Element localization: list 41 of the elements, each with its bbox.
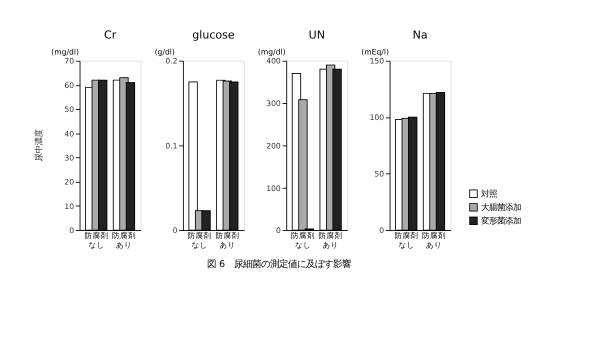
x-tick-label: 防腐剤なし xyxy=(290,231,315,250)
y-tick-label: 0.2 xyxy=(165,56,178,66)
y-axis-title: (mg/dl) xyxy=(51,47,79,56)
chart-title: glucose xyxy=(192,28,235,42)
y-tick-label: 100 xyxy=(370,113,384,122)
y-tick-label: 200 xyxy=(266,141,281,150)
y-tick-label: 0 xyxy=(172,226,178,236)
y-tick-label: 100 xyxy=(266,184,281,193)
y-tick-label: 300 xyxy=(266,99,281,108)
legend-label: 対照 xyxy=(481,188,498,198)
y-tick-label: 40 xyxy=(64,129,74,138)
x-tick-label: 防腐剤あり xyxy=(215,231,240,250)
y-tick-label: 50 xyxy=(374,170,384,179)
caption: 図 6 尿細菌の測定値に及ぼす影響 xyxy=(207,259,352,270)
chart-title: Cr xyxy=(104,28,117,42)
y-tick-label: 70 xyxy=(64,56,74,66)
y-tick-label: 400 xyxy=(266,56,281,66)
x-tick-label: 防腐剤なし xyxy=(84,231,108,250)
legend-label: 大腸菌添加 xyxy=(481,202,522,212)
x-tick-label: 防腐剤なし xyxy=(188,231,212,250)
y-tick-label: 50 xyxy=(64,105,74,114)
y-tick-label: 0 xyxy=(276,226,281,236)
y-tick-label: 0 xyxy=(379,226,384,236)
y-tick-label: 150 xyxy=(370,56,384,66)
y-tick-label: 30 xyxy=(64,154,74,163)
text: 尿中濃度 xyxy=(34,129,44,162)
y-axis-title: (mEq/l) xyxy=(361,47,389,56)
y-tick-label: 20 xyxy=(64,178,74,187)
chart-title: UN xyxy=(308,28,325,42)
y-tick-label: 60 xyxy=(64,80,74,90)
y-tick-label: 0 xyxy=(69,226,74,236)
y-axis-title: (g/dl) xyxy=(154,47,175,56)
y-tick-label: 10 xyxy=(64,202,74,211)
chart-title: Na xyxy=(412,28,428,42)
x-tick-label: 防腐剤あり xyxy=(112,231,136,250)
x-tick-label: 防腐剤なし xyxy=(394,231,418,250)
y-tick-label: 0.1 xyxy=(165,141,178,150)
y-axis-title: (mg/dl) xyxy=(258,47,286,56)
x-tick-label: 防腐剤あり xyxy=(422,231,446,250)
x-tick-label: 防腐剤あり xyxy=(318,231,343,250)
legend-label: 変形菌添加 xyxy=(481,215,522,226)
